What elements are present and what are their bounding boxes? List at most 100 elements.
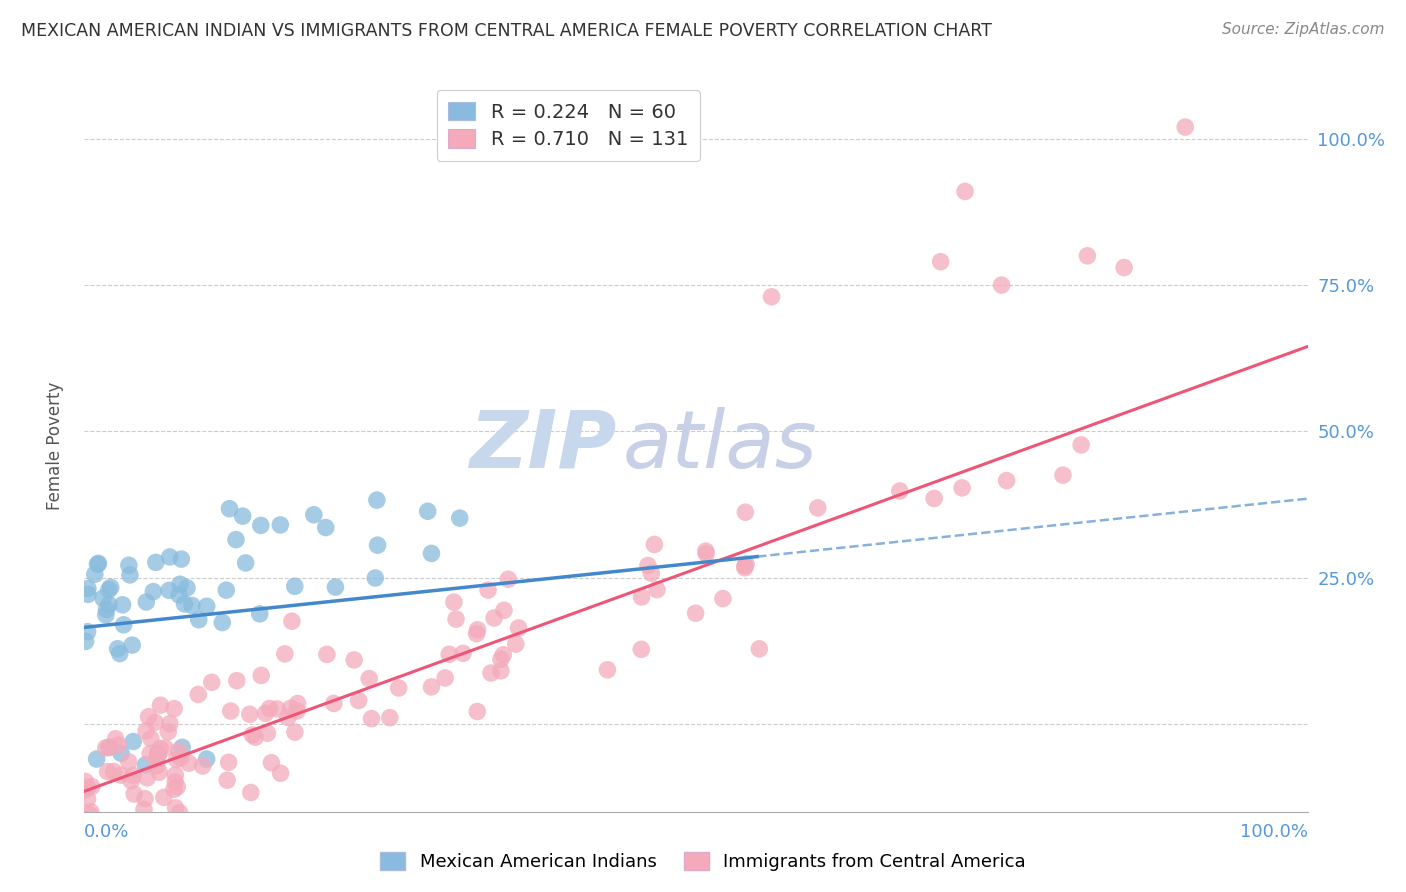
Point: [360, 712, 382, 726]
Point: [107, 641, 129, 656]
Point: [139, 731, 162, 746]
Point: [177, 756, 200, 771]
Point: [118, 755, 141, 769]
Point: [165, 801, 187, 815]
Point: [86, 752, 108, 766]
Point: [315, 648, 337, 662]
Point: [645, 582, 668, 597]
Point: [250, 518, 273, 533]
Point: [97, 598, 120, 612]
Point: [98, 740, 121, 755]
Point: [315, 520, 337, 534]
Point: [146, 746, 169, 760]
Point: [343, 653, 366, 667]
Point: [347, 693, 370, 707]
Text: MEXICAN AMERICAN INDIAN VS IMMIGRANTS FROM CENTRAL AMERICA FEMALE POVERTY CORREL: MEXICAN AMERICAN INDIAN VS IMMIGRANTS FR…: [21, 22, 993, 40]
Point: [630, 590, 652, 604]
Point: [165, 775, 187, 789]
Point: [187, 688, 209, 702]
Point: [281, 614, 304, 628]
Point: [270, 766, 292, 780]
Point: [277, 710, 299, 724]
Point: [146, 749, 169, 764]
Point: [153, 740, 176, 755]
Point: [420, 546, 443, 560]
Point: [195, 599, 218, 614]
Point: [107, 738, 129, 752]
Point: [120, 773, 142, 788]
Point: [274, 647, 297, 661]
Point: [245, 731, 267, 745]
Point: [420, 680, 443, 694]
Point: [1076, 249, 1098, 263]
Point: [929, 254, 952, 268]
Point: [269, 517, 291, 532]
Point: [142, 584, 165, 599]
Point: [108, 647, 131, 661]
Point: [922, 491, 945, 506]
Text: 0.0%: 0.0%: [84, 823, 129, 841]
Point: [122, 768, 145, 782]
Point: [80, 780, 103, 794]
Point: [86, 558, 108, 572]
Point: [94, 740, 117, 755]
Point: [640, 566, 662, 581]
Point: [94, 607, 117, 622]
Point: [695, 547, 717, 561]
Point: [173, 597, 195, 611]
Point: [685, 606, 707, 620]
Point: [100, 580, 122, 594]
Point: [260, 756, 283, 770]
Point: [302, 508, 325, 522]
Point: [139, 747, 162, 761]
Text: atlas: atlas: [623, 407, 817, 485]
Point: [217, 773, 239, 788]
Point: [235, 556, 257, 570]
Point: [995, 474, 1018, 488]
Point: [87, 557, 110, 571]
Point: [91, 591, 114, 606]
Point: [135, 831, 157, 846]
Point: [218, 501, 240, 516]
Point: [1070, 438, 1092, 452]
Point: [181, 599, 204, 613]
Point: [748, 641, 770, 656]
Point: [121, 638, 143, 652]
Point: [170, 751, 193, 765]
Point: [157, 724, 180, 739]
Point: [596, 663, 619, 677]
Point: [434, 671, 457, 685]
Point: [364, 571, 387, 585]
Point: [489, 652, 512, 666]
Point: [166, 753, 188, 767]
Point: [444, 612, 467, 626]
Point: [104, 731, 127, 746]
Text: 100.0%: 100.0%: [1240, 823, 1308, 841]
Point: [249, 607, 271, 621]
Point: [76, 624, 98, 639]
Point: [449, 511, 471, 525]
Point: [239, 707, 262, 722]
Point: [990, 278, 1012, 293]
Point: [388, 681, 411, 695]
Point: [630, 642, 652, 657]
Point: [285, 704, 308, 718]
Point: [97, 764, 120, 779]
Point: [138, 710, 160, 724]
Point: [711, 591, 734, 606]
Point: [807, 500, 830, 515]
Point: [215, 583, 238, 598]
Point: [734, 559, 756, 574]
Point: [492, 648, 515, 662]
Point: [437, 648, 460, 662]
Point: [489, 664, 512, 678]
Point: [1114, 260, 1136, 275]
Point: [122, 787, 145, 801]
Point: [169, 577, 191, 591]
Point: [734, 561, 756, 575]
Point: [80, 805, 103, 819]
Point: [479, 666, 502, 681]
Point: [83, 567, 105, 582]
Point: [325, 580, 347, 594]
Point: [467, 623, 489, 637]
